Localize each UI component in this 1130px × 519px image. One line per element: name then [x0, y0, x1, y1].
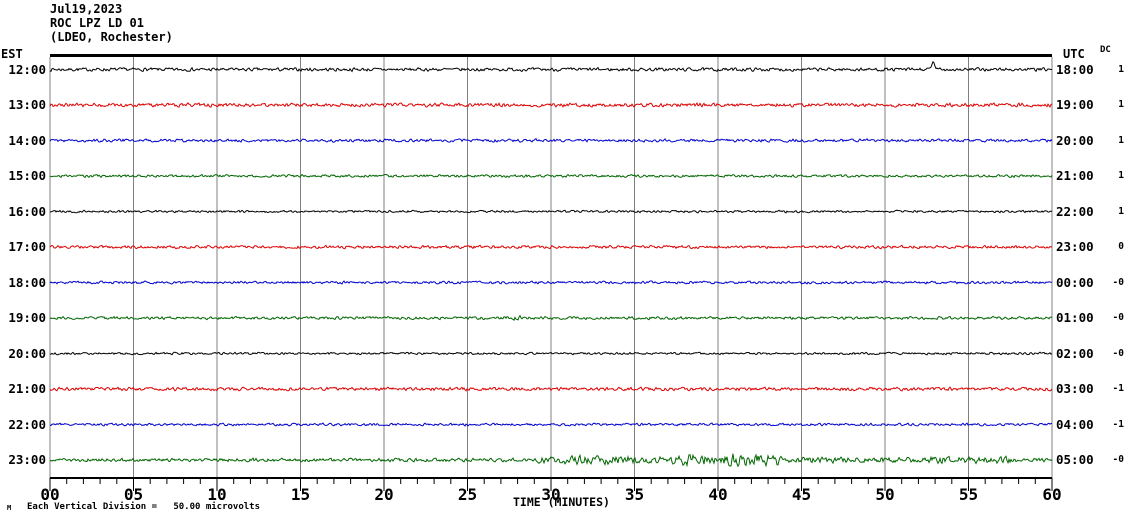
utc-time-label: 21:00: [1056, 168, 1094, 183]
dc-offset-value: 1: [1118, 205, 1124, 217]
est-time-label: 17:00: [8, 239, 46, 254]
right-timezone-label: UTC: [1063, 47, 1085, 61]
seismogram-trace-1700est: [49, 244, 1053, 250]
utc-time-label: 03:00: [1056, 381, 1094, 396]
dc-offset-value: 0: [1118, 241, 1124, 252]
dc-column-label: DC: [1100, 45, 1111, 55]
utc-time-label: 00:00: [1056, 274, 1094, 290]
seismogram-trace-2300est: [49, 453, 1053, 468]
utc-time-label: 01:00: [1056, 310, 1094, 325]
est-time-label: 15:00: [8, 168, 46, 183]
seismogram-trace-2000est: [49, 351, 1053, 356]
est-time-label: 20:00: [8, 345, 46, 361]
dc-offset-value: -0: [1112, 276, 1124, 288]
header-station-id: ROC LPZ LD 01: [50, 16, 144, 30]
utc-time-label: 04:00: [1056, 416, 1094, 432]
utc-time-label: 19:00: [1056, 97, 1094, 112]
dc-offset-value: -1: [1112, 383, 1124, 394]
est-time-label: 13:00: [8, 97, 46, 112]
seismogram-trace-2100est: [49, 386, 1053, 392]
dc-offset-value: 1: [1118, 170, 1124, 181]
x-tick-label: 60: [1042, 485, 1062, 504]
utc-time-label: 05:00: [1056, 452, 1094, 467]
x-tick-label: 00: [40, 485, 60, 504]
dc-offset-value: 1: [1118, 99, 1124, 110]
est-time-label: 22:00: [8, 416, 46, 432]
seismogram-trace-1200est: [49, 60, 1052, 73]
header-network-location: (LDEO, Rochester): [50, 30, 173, 44]
x-tick-label: 05: [123, 485, 144, 504]
seismogram-trace-1400est: [49, 138, 1053, 143]
est-time-label: 19:00: [8, 310, 46, 325]
dc-offset-value: -0: [1112, 347, 1124, 359]
seismogram-trace-2200est: [49, 422, 1053, 427]
footer-scale-text: Each Vertical Division = 50.00 microvolt…: [27, 502, 260, 512]
est-time-label: 16:00: [8, 203, 46, 219]
seismogram-trace-1500est: [49, 173, 1053, 179]
est-time-label: 18:00: [8, 274, 46, 290]
header-date: Jul19,2023: [50, 2, 123, 16]
footer-scale-label: Each Vertical Division =: [27, 502, 158, 512]
x-tick-label: 45: [791, 485, 812, 504]
dc-offset-value: -0: [1112, 312, 1124, 323]
x-tick-label: 35: [624, 485, 645, 504]
x-tick-label: 30: [541, 485, 561, 504]
left-timezone-label: EST: [1, 47, 23, 61]
footer-marker-glyph: M: [7, 504, 12, 512]
x-tick-label: 40: [708, 485, 728, 504]
est-time-label: 23:00: [8, 452, 46, 467]
est-time-label: 21:00: [8, 381, 46, 396]
plot-top-border: [50, 54, 1052, 57]
x-tick-label: 50: [875, 485, 895, 504]
dc-offset-value: 1: [1118, 134, 1124, 146]
seismogram-trace-1600est: [49, 209, 1053, 214]
utc-time-label: 18:00: [1056, 61, 1094, 77]
est-time-label: 12:00: [8, 61, 46, 77]
dc-offset-value: -0: [1112, 454, 1124, 465]
dc-offset-value: -1: [1112, 418, 1124, 430]
seismogram-trace-1900est: [49, 314, 1053, 322]
utc-time-label: 22:00: [1056, 203, 1094, 219]
seismogram-trace-1800est: [49, 280, 1053, 285]
x-tick-label: 10: [207, 485, 227, 504]
utc-time-label: 20:00: [1056, 132, 1094, 148]
utc-time-label: 23:00: [1056, 239, 1094, 254]
x-tick-label: 20: [374, 485, 394, 504]
utc-time-label: 02:00: [1056, 345, 1094, 361]
est-time-label: 14:00: [8, 132, 46, 148]
footer-scale-spacer: [157, 502, 173, 512]
footer-scale-value: 50.00 microvolts: [173, 502, 261, 512]
x-tick-label: 15: [290, 485, 311, 504]
dc-offset-value: 1: [1118, 63, 1124, 75]
x-tick-label: 25: [457, 485, 478, 504]
seismogram-trace-1300est: [49, 102, 1053, 108]
x-axis-label: TIME (MINUTES): [513, 495, 610, 509]
x-tick-label: 55: [958, 485, 979, 504]
